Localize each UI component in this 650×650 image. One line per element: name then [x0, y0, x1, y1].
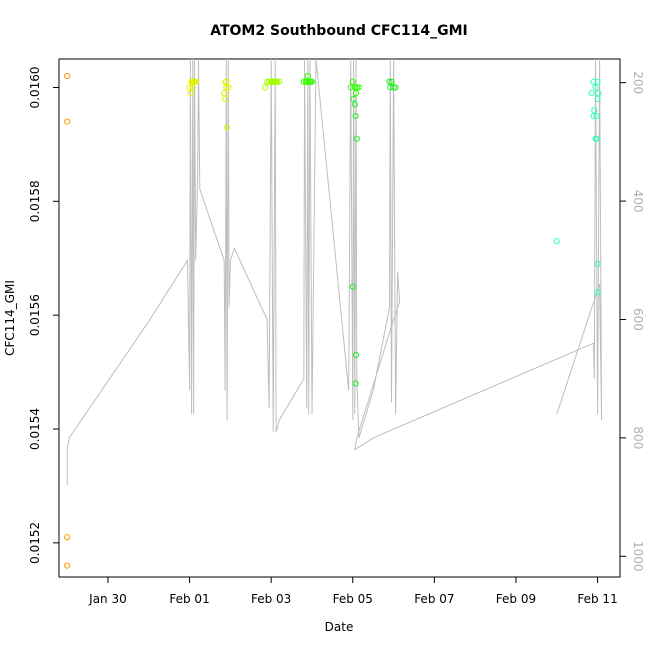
- x-tick-label: Feb 11: [577, 592, 617, 606]
- data-points: [64, 72, 602, 569]
- data-point: [351, 101, 358, 108]
- data-point: [189, 78, 196, 85]
- data-point: [352, 112, 359, 120]
- data-point: [347, 84, 354, 91]
- data-point: [191, 78, 198, 85]
- data-point: [352, 351, 360, 359]
- data-point: [304, 72, 311, 80]
- y-tick-label: 0.0154: [28, 408, 42, 450]
- data-point: [590, 78, 597, 85]
- data-point: [186, 84, 193, 91]
- data-point: [387, 84, 394, 91]
- y2-tick-label: 600: [631, 308, 645, 331]
- chart-title: ATOM2 Southbound CFC114_GMI: [210, 23, 468, 39]
- x-axis-label: Date: [325, 620, 354, 634]
- data-point: [266, 78, 273, 85]
- data-point: [553, 238, 560, 245]
- data-point: [352, 90, 360, 97]
- data-point: [353, 135, 360, 142]
- y-tick-label: 0.0152: [28, 522, 42, 564]
- y2-tick-label: 200: [631, 71, 645, 94]
- data-point: [594, 78, 601, 85]
- data-point: [305, 78, 312, 85]
- data-point: [592, 135, 599, 142]
- data-point: [386, 78, 393, 85]
- plot-frame: [58, 58, 621, 578]
- data-point: [276, 78, 283, 85]
- data-point: [221, 95, 229, 102]
- data-point: [223, 78, 230, 85]
- data-point: [64, 118, 71, 125]
- data-point: [352, 380, 359, 387]
- y2-tick-label: 1000: [631, 541, 645, 572]
- data-point: [349, 78, 356, 85]
- data-point: [353, 84, 360, 91]
- data-point: [263, 78, 271, 85]
- data-point: [225, 84, 232, 91]
- data-point: [592, 84, 599, 91]
- y-tick-label: 0.0160: [28, 66, 42, 108]
- data-point: [189, 84, 196, 91]
- data-point: [390, 84, 397, 91]
- x-tick-label: Feb 03: [251, 592, 291, 606]
- y2-tick-label: 800: [631, 426, 645, 449]
- y2-axis: 200 400 600 800 1000: [619, 71, 645, 572]
- data-point: [261, 84, 269, 91]
- pressure-profile: [66, 58, 603, 486]
- x-axis: Jan 30 Feb 01 Feb 03 Feb 05 Feb 07 Feb 09 Feb …: [88, 576, 618, 606]
- pressure-profile-line: [66, 58, 603, 486]
- data-point: [350, 95, 357, 102]
- data-point: [64, 72, 71, 80]
- data-point: [223, 124, 231, 131]
- data-point: [64, 562, 71, 569]
- data-point: [307, 78, 314, 85]
- y-axis: 0.0152 0.0154 0.0156 0.0158 0.0160: [28, 66, 60, 564]
- data-point: [349, 283, 356, 290]
- x-tick-label: Jan 30: [88, 592, 127, 606]
- data-point: [221, 90, 228, 97]
- x-tick-label: Feb 09: [496, 592, 536, 606]
- data-point: [594, 289, 601, 296]
- x-tick-label: Feb 05: [333, 592, 373, 606]
- data-point: [595, 90, 602, 97]
- y2-tick-label: 400: [631, 190, 645, 213]
- y-tick-label: 0.0158: [28, 180, 42, 222]
- data-point: [588, 90, 595, 97]
- data-point: [591, 107, 598, 114]
- data-point: [594, 95, 601, 102]
- data-point: [594, 260, 601, 268]
- y-axis-label: CFC114_GMI: [3, 280, 17, 356]
- data-point: [590, 112, 597, 120]
- data-point: [355, 84, 362, 91]
- y-tick-label: 0.0156: [28, 294, 42, 336]
- x-tick-label: Feb 01: [169, 592, 209, 606]
- data-point: [593, 112, 600, 120]
- x-tick-label: Feb 07: [414, 592, 454, 606]
- data-point: [272, 78, 280, 85]
- data-point: [388, 78, 395, 85]
- data-point: [351, 84, 358, 91]
- data-point: [187, 90, 194, 97]
- data-point: [64, 534, 71, 541]
